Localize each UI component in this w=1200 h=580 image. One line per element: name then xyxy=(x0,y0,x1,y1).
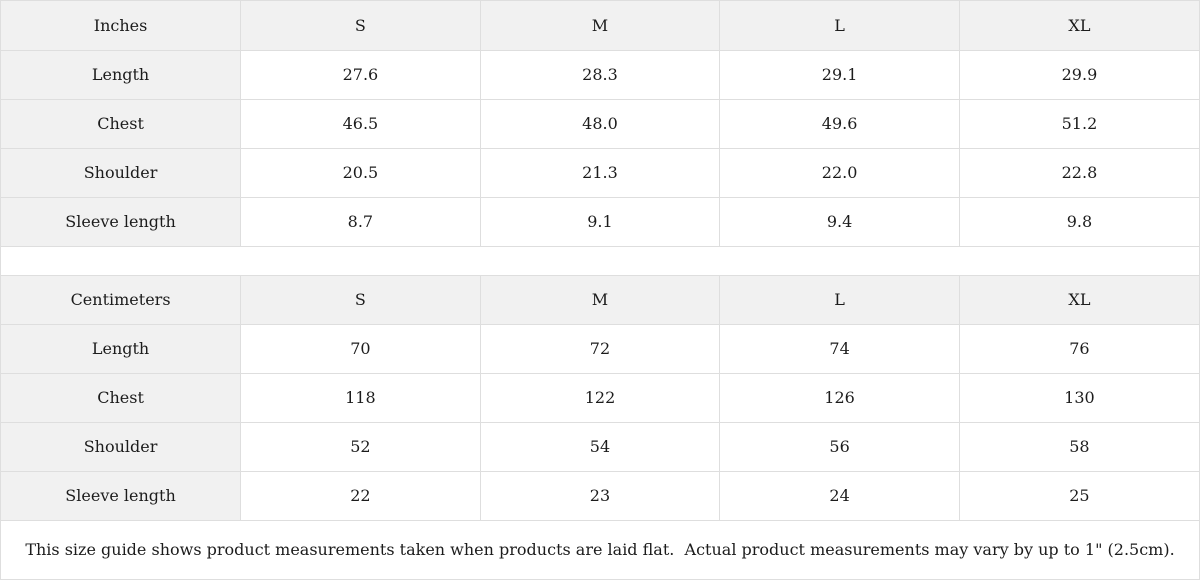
inches-header-row: Inches S M L XL xyxy=(1,1,1199,51)
value-cell: 74 xyxy=(719,323,960,374)
value-cell: 51.2 xyxy=(958,98,1199,149)
row-label: Shoulder xyxy=(1,147,242,198)
value-cell: 24 xyxy=(719,470,960,521)
value-cell: 126 xyxy=(719,372,960,423)
size-table-inches: Inches S M L XL Length 27.6 28.3 29.1 29… xyxy=(1,1,1199,247)
table-row-shoulder: Shoulder 20.5 21.3 22.0 22.8 xyxy=(1,147,1199,198)
value-cell: 46.5 xyxy=(240,98,481,149)
value-cell: 49.6 xyxy=(719,98,960,149)
value-cell: 9.4 xyxy=(719,196,960,247)
table-row-shoulder: Shoulder 52 54 56 58 xyxy=(1,421,1199,472)
value-cell: 72 xyxy=(479,323,721,374)
value-cell: 9.1 xyxy=(479,196,721,247)
table-row-chest: Chest 46.5 48.0 49.6 51.2 xyxy=(1,98,1199,149)
row-label: Chest xyxy=(1,98,242,149)
value-cell: 130 xyxy=(958,372,1199,423)
row-label: Shoulder xyxy=(1,421,242,472)
value-cell: 25 xyxy=(958,470,1199,521)
size-header-cell-l: L xyxy=(719,1,960,51)
value-cell: 54 xyxy=(479,421,721,472)
value-cell: 29.1 xyxy=(719,49,960,100)
value-cell: 22.8 xyxy=(958,147,1199,198)
size-table-centimeters: Centimeters S M L XL Length 70 72 74 76 … xyxy=(1,274,1199,521)
unit-header-cell: Centimeters xyxy=(1,274,242,325)
row-label: Sleeve length xyxy=(1,196,242,247)
value-cell: 28.3 xyxy=(479,49,721,100)
centimeters-header-row: Centimeters S M L XL xyxy=(1,274,1199,325)
table-row-sleeve-length: Sleeve length 22 23 24 25 xyxy=(1,470,1199,521)
table-row-length: Length 70 72 74 76 xyxy=(1,323,1199,374)
value-cell: 20.5 xyxy=(240,147,481,198)
table-spacer xyxy=(1,246,1199,275)
size-header-cell-l: L xyxy=(719,274,960,325)
value-cell: 21.3 xyxy=(479,147,721,198)
value-cell: 56 xyxy=(719,421,960,472)
table-row-chest: Chest 118 122 126 130 xyxy=(1,372,1199,423)
value-cell: 22.0 xyxy=(719,147,960,198)
value-cell: 76 xyxy=(958,323,1199,374)
size-header-cell-xl: XL xyxy=(958,274,1199,325)
value-cell: 48.0 xyxy=(479,98,721,149)
value-cell: 9.8 xyxy=(958,196,1199,247)
value-cell: 52 xyxy=(240,421,481,472)
table-row-sleeve-length: Sleeve length 8.7 9.1 9.4 9.8 xyxy=(1,196,1199,247)
size-guide-note: This size guide shows product measuremen… xyxy=(1,520,1199,579)
row-label: Length xyxy=(1,323,242,374)
row-label: Chest xyxy=(1,372,242,423)
size-header-cell-s: S xyxy=(240,1,481,51)
value-cell: 118 xyxy=(240,372,481,423)
table-row-length: Length 27.6 28.3 29.1 29.9 xyxy=(1,49,1199,100)
size-header-cell-m: M xyxy=(479,274,721,325)
value-cell: 29.9 xyxy=(958,49,1199,100)
row-label: Length xyxy=(1,49,242,100)
value-cell: 58 xyxy=(958,421,1199,472)
row-label: Sleeve length xyxy=(1,470,242,521)
value-cell: 27.6 xyxy=(240,49,481,100)
size-header-cell-xl: XL xyxy=(958,1,1199,51)
size-header-cell-m: M xyxy=(479,1,721,51)
value-cell: 8.7 xyxy=(240,196,481,247)
value-cell: 23 xyxy=(479,470,721,521)
unit-header-cell: Inches xyxy=(1,1,242,51)
size-header-cell-s: S xyxy=(240,274,481,325)
value-cell: 22 xyxy=(240,470,481,521)
value-cell: 122 xyxy=(479,372,721,423)
value-cell: 70 xyxy=(240,323,481,374)
